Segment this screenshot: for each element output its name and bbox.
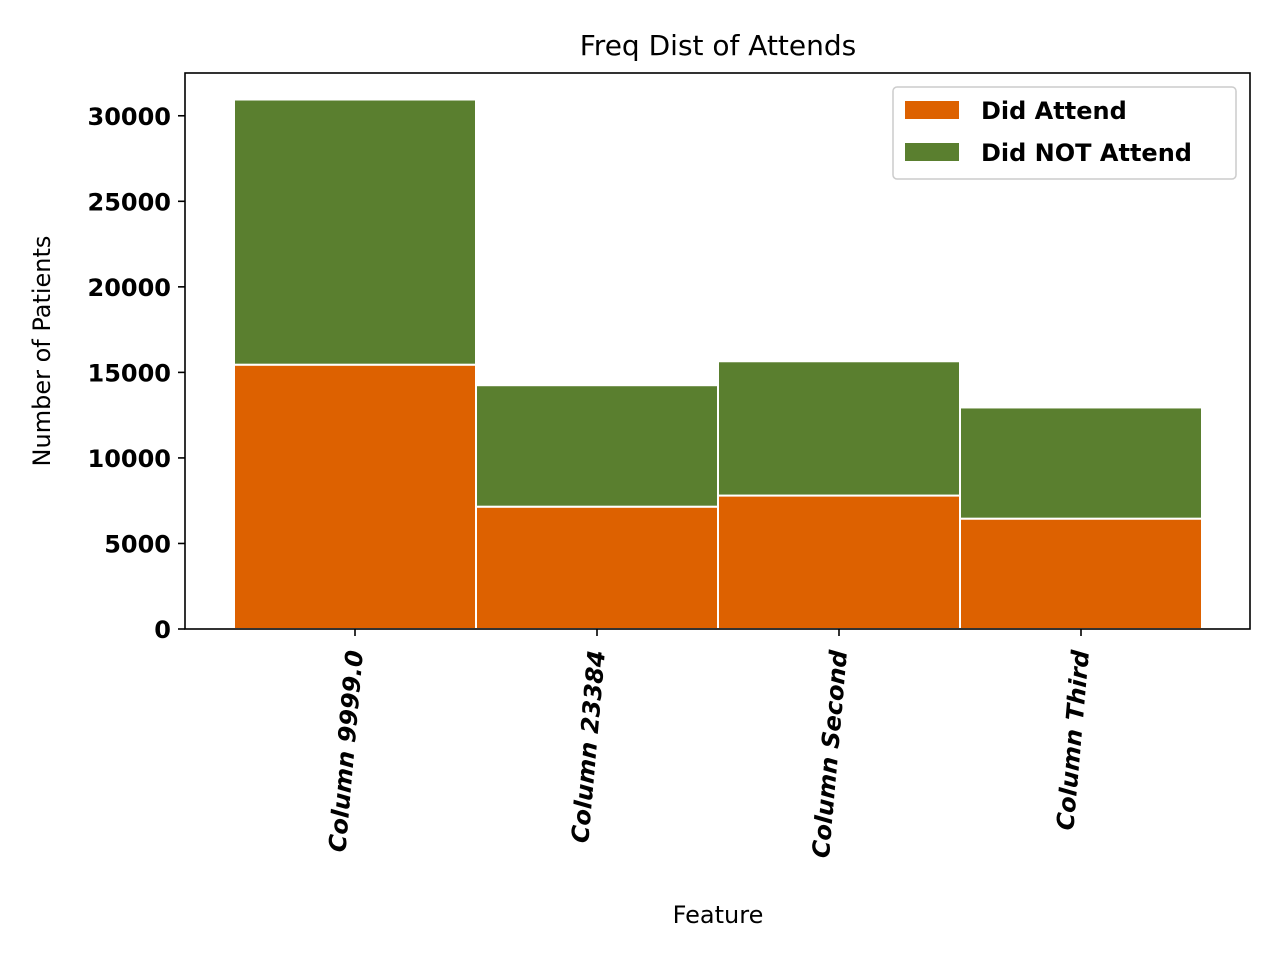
legend-swatch-did-attend <box>905 101 959 119</box>
y-tick-label: 20000 <box>88 274 172 302</box>
x-axis-label: Feature <box>673 901 764 929</box>
bar-did-attend-1 <box>233 363 477 630</box>
bars-group <box>233 98 1203 631</box>
bar-did-not-attend-2 <box>475 384 719 508</box>
y-tick-label: 0 <box>154 616 171 644</box>
plot-frame <box>184 72 1251 630</box>
bar-did-not-attend-4 <box>959 406 1203 520</box>
bar-did-attend-4 <box>959 517 1203 631</box>
chart-title: Freq Dist of Attends <box>580 29 857 62</box>
y-tick-label: 10000 <box>88 445 172 473</box>
x-tick-label: Column Third <box>1051 648 1095 831</box>
y-axis-label: Number of Patients <box>28 236 56 467</box>
legend-frame <box>892 86 1237 180</box>
legend-label-did-not-attend: Did NOT Attend <box>981 139 1192 167</box>
legend-swatch-did-not-attend <box>905 143 959 161</box>
y-tick-label: 30000 <box>88 103 172 131</box>
bar-did-not-attend-3 <box>717 360 961 497</box>
x-tick-label: Column Second <box>807 648 853 859</box>
bar-did-attend-2 <box>475 505 719 630</box>
x-tick-label: Column 23384 <box>566 649 611 844</box>
y-tick-label: 15000 <box>88 359 172 387</box>
y-tick-label: 25000 <box>88 188 172 216</box>
bar-did-not-attend-1 <box>233 98 477 366</box>
legend: Did Attend Did NOT Attend <box>892 86 1237 180</box>
y-tick-label: 5000 <box>104 530 171 558</box>
legend-label-did-attend: Did Attend <box>981 97 1127 125</box>
x-axis: Column 9999.0 Column 23384 Column Second Co… <box>323 629 1095 859</box>
bar-did-attend-3 <box>717 494 961 630</box>
x-tick-label: Column 9999.0 <box>323 649 369 853</box>
y-axis: 0 5000 10000 15000 20000 25000 30000 <box>88 103 185 644</box>
